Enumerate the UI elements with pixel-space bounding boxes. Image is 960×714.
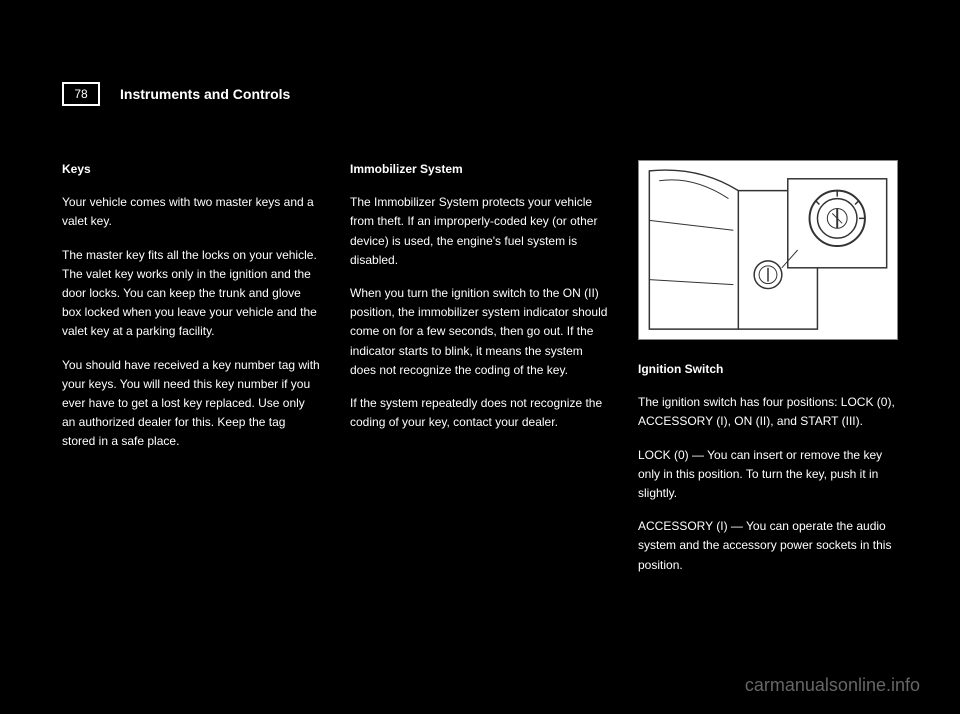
section-title: Instruments and Controls [120,86,290,102]
col1-p1: Your vehicle comes with two master keys … [62,193,320,231]
col1-p3: You should have received a key number ta… [62,356,320,452]
page-number-box: 78 [62,82,100,106]
column-3: Ignition Switch The ignition switch has … [638,160,898,589]
col2-heading: Immobilizer System [350,160,608,179]
column-2: Immobilizer System The Immobilizer Syste… [350,160,608,589]
col2-p2: When you turn the ignition switch to the… [350,284,608,380]
ignition-switch-illustration [638,160,898,340]
page-number: 78 [74,87,87,101]
col2-p3: If the system repeatedly does not recogn… [350,394,608,432]
ignition-diagram-svg [639,161,897,339]
col3-p1: The ignition switch has four positions: … [638,393,898,431]
col3-p2: LOCK (0) — You can insert or remove the … [638,446,898,504]
column-1: Keys Your vehicle comes with two master … [62,160,320,589]
col1-heading: Keys [62,160,320,179]
col3-p3: ACCESSORY (I) — You can operate the audi… [638,517,898,575]
watermark: carmanualsonline.info [745,675,920,696]
content-area: Keys Your vehicle comes with two master … [62,160,898,589]
col1-p2: The master key fits all the locks on you… [62,246,320,342]
col2-p1: The Immobilizer System protects your veh… [350,193,608,270]
col3-heading: Ignition Switch [638,360,898,379]
